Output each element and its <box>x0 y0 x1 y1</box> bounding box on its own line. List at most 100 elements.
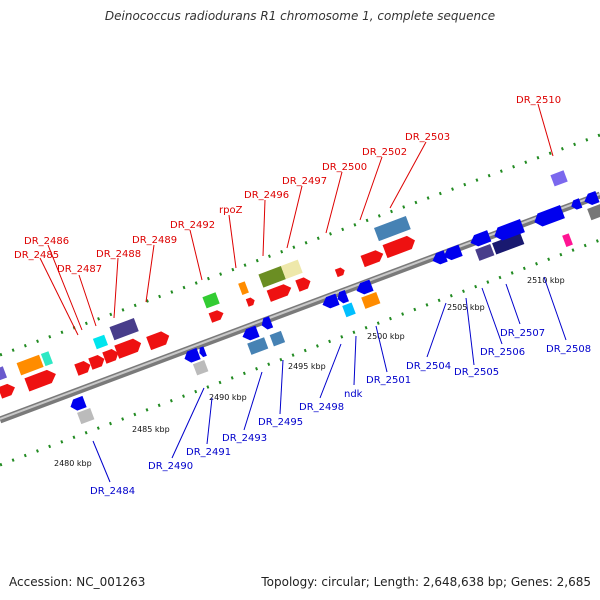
gene-block[interactable] <box>280 259 303 280</box>
gene-label[interactable]: DR_2489 <box>132 235 177 246</box>
leader-line <box>78 274 97 327</box>
gene-label[interactable]: DR_2508 <box>546 344 591 355</box>
map-title: Deinococcus radiodurans R1 chromosome 1,… <box>104 9 496 23</box>
gene-label[interactable]: DR_2506 <box>480 347 525 358</box>
tick-label: 2500 kbp <box>367 332 405 341</box>
gene-block[interactable] <box>0 366 8 383</box>
gene-arrow[interactable] <box>146 329 172 351</box>
gene-block[interactable] <box>192 359 209 376</box>
leader-line <box>145 244 155 303</box>
gene-label[interactable]: DR_2487 <box>57 264 102 275</box>
leader-line <box>505 283 521 325</box>
gene-arrow[interactable] <box>0 382 17 399</box>
gene-label[interactable]: DR_2495 <box>258 417 303 428</box>
gene-block[interactable] <box>258 266 286 288</box>
gene-arrow[interactable] <box>430 250 448 266</box>
gene-block[interactable] <box>109 318 139 341</box>
gene-arrow[interactable] <box>295 276 312 292</box>
reverse-tick-guide <box>0 238 600 467</box>
gene-block[interactable] <box>342 302 356 318</box>
gene-label[interactable]: DR_2496 <box>244 190 289 201</box>
gene-label[interactable]: DR_2504 <box>406 361 451 372</box>
gene-arrow[interactable] <box>320 293 340 311</box>
gene-arrow[interactable] <box>360 248 386 268</box>
gene-block[interactable] <box>587 203 600 221</box>
leader-line <box>206 397 213 445</box>
gene-arrow[interactable] <box>532 205 565 229</box>
gene-label[interactable]: DR_2503 <box>405 132 450 143</box>
leader-line <box>389 141 427 209</box>
tick-label: 2495 kbp <box>288 362 326 371</box>
gene-label[interactable]: DR_2510 <box>516 95 561 106</box>
leader-line <box>465 297 475 366</box>
leader-line <box>325 171 343 234</box>
gene-arrow[interactable] <box>266 282 294 302</box>
gene-label[interactable]: DR_2507 <box>500 328 545 339</box>
forward-gene-track <box>0 170 573 399</box>
tick-label: 2490 kbp <box>209 393 247 402</box>
gene-label[interactable]: ndk <box>344 389 363 400</box>
gene-block[interactable] <box>238 281 249 296</box>
gene-block[interactable] <box>361 291 381 309</box>
gene-label[interactable]: DR_2485 <box>14 250 59 261</box>
gene-arrow[interactable] <box>182 347 201 365</box>
gene-arrow[interactable] <box>569 198 583 211</box>
leader-line <box>171 387 205 459</box>
gene-block[interactable] <box>77 407 95 425</box>
gene-arrow[interactable] <box>334 266 346 278</box>
gene-block[interactable] <box>550 170 568 187</box>
gene-label[interactable]: DR_2490 <box>148 461 193 472</box>
gene-arrow[interactable] <box>114 337 143 359</box>
gene-arrow[interactable] <box>492 219 525 243</box>
gene-label[interactable]: DR_2491 <box>186 447 231 458</box>
leader-line <box>426 302 447 358</box>
gene-label[interactable]: DR_2486 <box>24 236 69 247</box>
gene-label[interactable]: rpoZ <box>219 205 243 216</box>
tick-label: 2510 kbp <box>527 276 565 285</box>
leader-line <box>375 325 388 373</box>
gene-label[interactable]: DR_2498 <box>299 402 344 413</box>
gene-label[interactable]: DR_2493 <box>222 433 267 444</box>
gene-block[interactable] <box>475 243 495 261</box>
gene-arrow[interactable] <box>335 290 349 305</box>
gene-arrow[interactable] <box>24 367 58 392</box>
gene-arrow[interactable] <box>382 234 418 259</box>
gene-label[interactable]: DR_2505 <box>454 367 499 378</box>
gene-block[interactable] <box>247 337 269 355</box>
tick-label: 2480 kbp <box>54 459 92 468</box>
gene-arrow[interactable] <box>68 395 87 413</box>
tick-label: 2505 kbp <box>447 303 485 312</box>
gene-label[interactable]: DR_2484 <box>90 486 135 497</box>
gene-block[interactable] <box>562 233 573 248</box>
gene-arrow[interactable] <box>245 296 256 307</box>
gene-block[interactable] <box>269 330 286 347</box>
gene-label[interactable]: DR_2492 <box>170 220 215 231</box>
leader-line <box>262 199 266 257</box>
gene-arrow[interactable] <box>260 316 274 331</box>
gene-arrow[interactable] <box>354 279 374 297</box>
gene-block[interactable] <box>40 351 53 367</box>
gene-label[interactable]: DR_2501 <box>366 375 411 386</box>
gene-arrow[interactable] <box>102 347 120 364</box>
gene-block[interactable] <box>16 354 44 376</box>
gene-block[interactable] <box>202 292 220 309</box>
accession-text: Accession: NC_001263 <box>9 575 146 589</box>
gene-block[interactable] <box>374 216 411 242</box>
leader-line <box>92 440 111 483</box>
gene-arrow[interactable] <box>442 244 463 263</box>
tick-labels: 2480 kbp 2485 kbp 2490 kbp 2495 kbp 2500… <box>54 276 565 468</box>
gene-label[interactable]: DR_2500 <box>322 162 367 173</box>
gene-arrow[interactable] <box>74 359 92 376</box>
gene-arrow[interactable] <box>582 190 600 207</box>
gene-arrow[interactable] <box>240 325 260 343</box>
gene-block[interactable] <box>492 232 525 255</box>
gene-arrow[interactable] <box>198 346 207 358</box>
gene-arrow[interactable] <box>468 230 492 248</box>
gene-label[interactable]: DR_2502 <box>362 147 407 158</box>
gene-label[interactable]: DR_2488 <box>96 249 141 260</box>
gene-block[interactable] <box>92 334 109 350</box>
leader-line <box>228 214 237 269</box>
gene-arrow[interactable] <box>88 353 106 370</box>
gene-label[interactable]: DR_2497 <box>282 176 327 187</box>
gene-arrow[interactable] <box>208 309 226 323</box>
